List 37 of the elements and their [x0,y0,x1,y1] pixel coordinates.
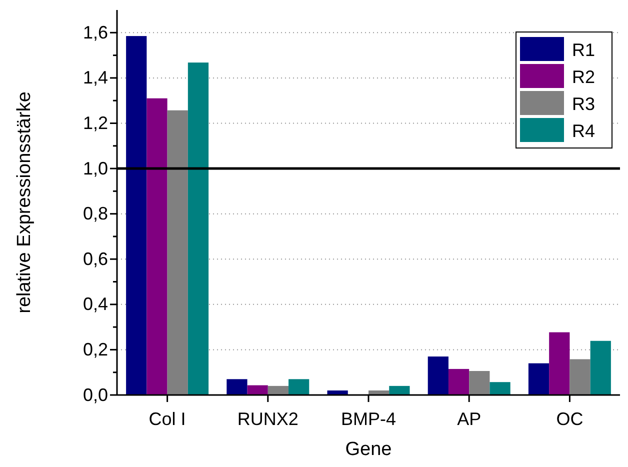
x-axis-title: Gene [345,439,392,460]
y-tick-label: 1,0 [82,158,108,178]
x-tick-label: RUNX2 [237,408,298,429]
bar [490,382,510,395]
y-tick-label: 1,6 [82,22,108,42]
x-tick-label: Col I [148,408,186,429]
x-tick-label: AP [457,408,482,429]
bar [247,385,268,395]
bar [428,356,448,395]
legend-label: R3 [572,94,596,114]
bar [590,340,611,395]
bar [288,379,310,395]
y-tick-label: 1,2 [82,112,108,133]
y-tick-label: 1,4 [82,68,108,88]
y-axis-title: relative Expressionsstärke [14,92,35,314]
y-tick-label: 0,4 [82,294,108,314]
bar [188,62,209,395]
bar [167,110,188,395]
y-tick-label: 0,2 [82,339,108,360]
x-tick-label: OC [556,408,584,429]
bar [448,368,470,395]
bar [226,379,248,395]
bar [268,386,289,395]
y-tick-label: 0,8 [82,204,108,224]
legend-label: R4 [572,121,596,141]
x-tick-label: BMP-4 [340,408,396,429]
bar [549,332,570,395]
bar [570,359,590,395]
legend-label: R2 [572,67,596,87]
y-tick-label: 0,0 [82,384,108,405]
y-tick-label: 0,6 [82,248,108,269]
bar [389,386,410,395]
bar [126,36,147,395]
bar [469,370,490,395]
legend-label: R1 [572,40,596,60]
bar [146,98,168,395]
bar [528,363,550,395]
